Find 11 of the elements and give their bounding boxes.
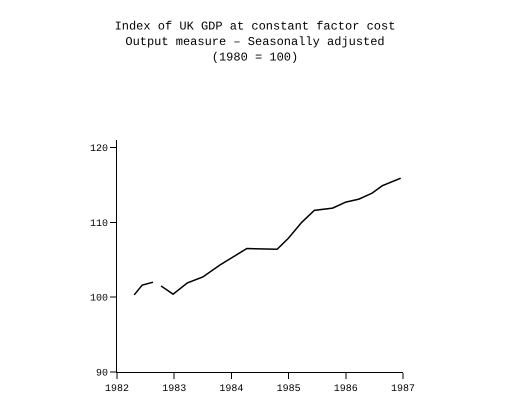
x-tick-label: 1983 bbox=[162, 384, 186, 395]
y-tick-label: 110 bbox=[90, 218, 108, 230]
chart-title: Index of UK GDP at constant factor cost Output measure – Seasonally adjusted (1980 = 100) bbox=[114, 19, 396, 65]
x-tick-label: 1986 bbox=[334, 384, 358, 395]
y-tick-label: 90 bbox=[96, 368, 108, 380]
y-tick-label: 120 bbox=[90, 144, 108, 155]
x-tick-label: 1984 bbox=[219, 384, 244, 395]
x-tick-label: 1985 bbox=[276, 384, 301, 395]
x-tick-label: 1987 bbox=[390, 384, 416, 395]
x-tick-label: 1982 bbox=[104, 384, 130, 395]
y-tick-label: 100 bbox=[90, 294, 108, 305]
